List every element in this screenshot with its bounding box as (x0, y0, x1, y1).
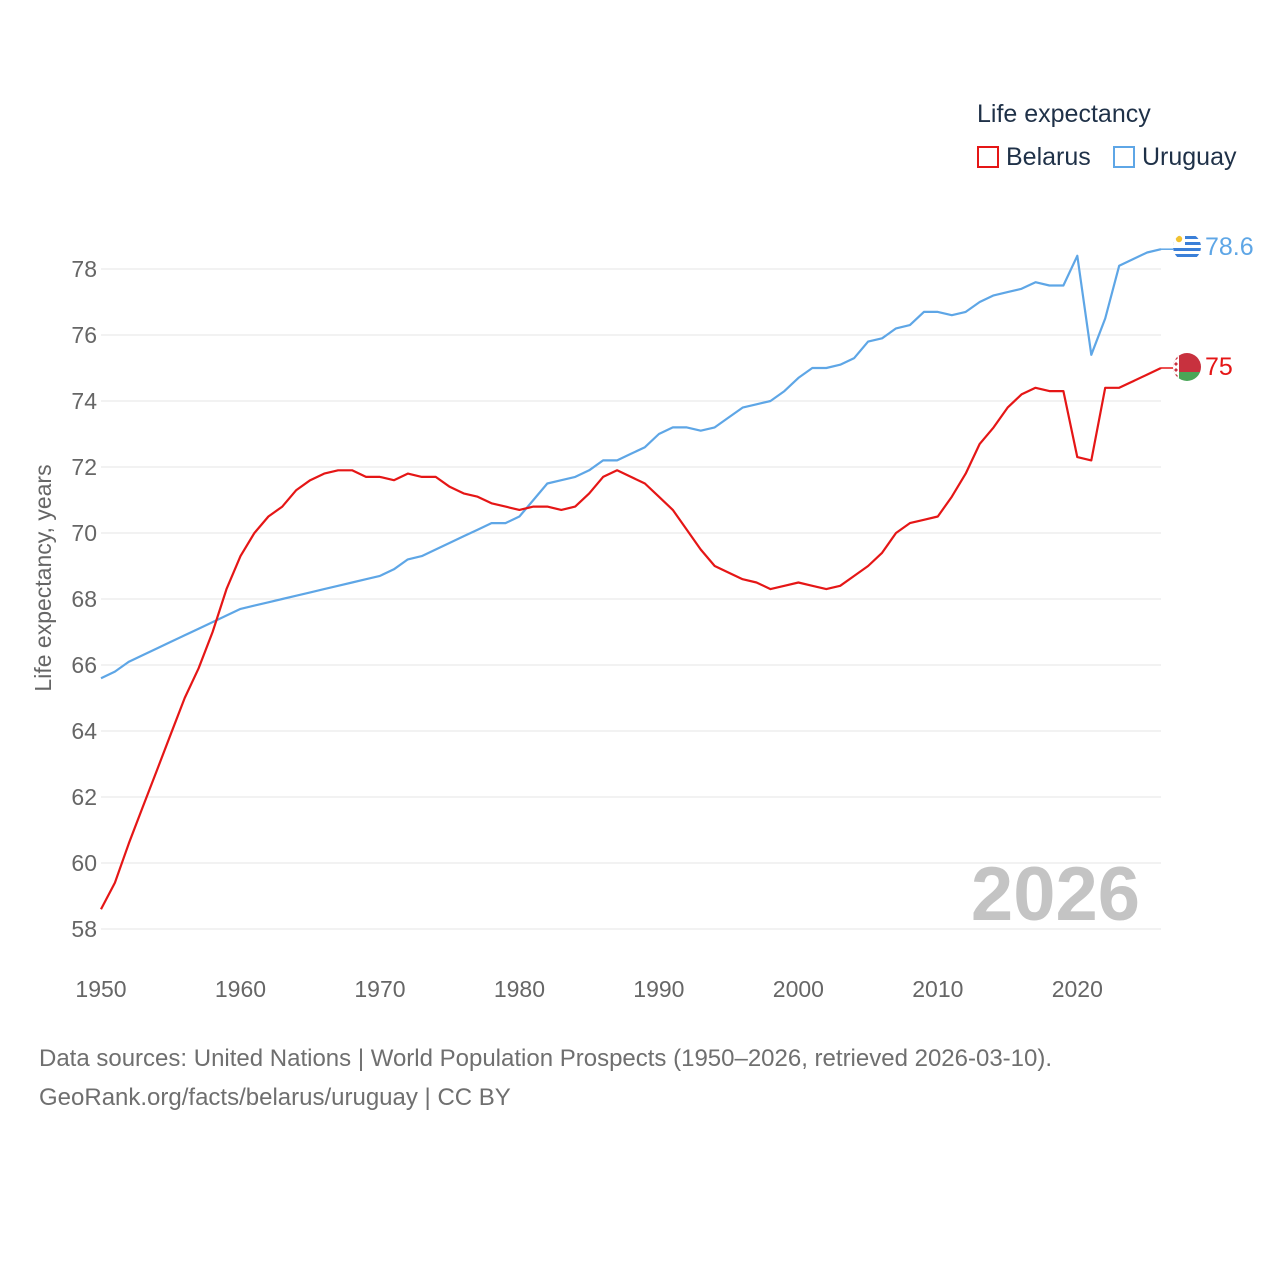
x-tick-2020: 2020 (1052, 976, 1103, 1002)
year-watermark: 2026 (971, 852, 1140, 937)
y-tick-62: 62 (71, 784, 97, 810)
legend-item-belarus[interactable]: Belarus (977, 141, 1091, 173)
y-axis-ticks: 58 60 62 64 66 68 70 72 74 76 78 (71, 256, 97, 942)
y-tick-66: 66 (71, 652, 97, 678)
legend-item-uruguay[interactable]: Uruguay (1113, 141, 1237, 173)
gridlines (101, 268, 1161, 930)
x-tick-1950: 1950 (75, 976, 126, 1002)
series-line-belarus[interactable] (100, 367, 1162, 910)
source-line-1: Data sources: United Nations | World Pop… (39, 1045, 1053, 1072)
belarus-end-value: 75 (1205, 353, 1233, 381)
x-tick-2000: 2000 (773, 976, 824, 1002)
legend-label-belarus: Belarus (1006, 142, 1091, 171)
series-lines (100, 248, 1173, 910)
y-axis-label: Life expectancy, years (30, 464, 56, 691)
x-tick-1960: 1960 (215, 976, 266, 1002)
uruguay-flag-icon (1173, 233, 1201, 261)
y-tick-76: 76 (71, 322, 97, 348)
y-tick-70: 70 (71, 520, 97, 546)
y-tick-68: 68 (71, 586, 97, 612)
legend-title: Life expectancy (977, 100, 1151, 128)
legend-swatch-belarus (977, 146, 999, 168)
belarus-flag-icon (1173, 353, 1201, 381)
y-tick-58: 58 (71, 916, 97, 942)
y-tick-72: 72 (71, 454, 97, 480)
y-tick-74: 74 (71, 388, 97, 414)
x-tick-1970: 1970 (354, 976, 405, 1002)
legend-swatch-uruguay (1113, 146, 1135, 168)
uruguay-end-value: 78.6 (1205, 233, 1254, 261)
source-line-2[interactable]: GeoRank.org/facts/belarus/uruguay | CC B… (39, 1084, 511, 1111)
y-tick-78: 78 (71, 256, 97, 282)
x-tick-1990: 1990 (633, 976, 684, 1002)
x-tick-1980: 1980 (494, 976, 545, 1002)
y-tick-60: 60 (71, 850, 97, 876)
series-line-uruguay[interactable] (100, 248, 1162, 680)
legend-label-uruguay: Uruguay (1142, 142, 1237, 171)
x-tick-2010: 2010 (912, 976, 963, 1002)
y-tick-64: 64 (71, 718, 97, 744)
x-axis-ticks: 1950 1960 1970 1980 1990 2000 2010 2020 (75, 976, 1102, 1002)
